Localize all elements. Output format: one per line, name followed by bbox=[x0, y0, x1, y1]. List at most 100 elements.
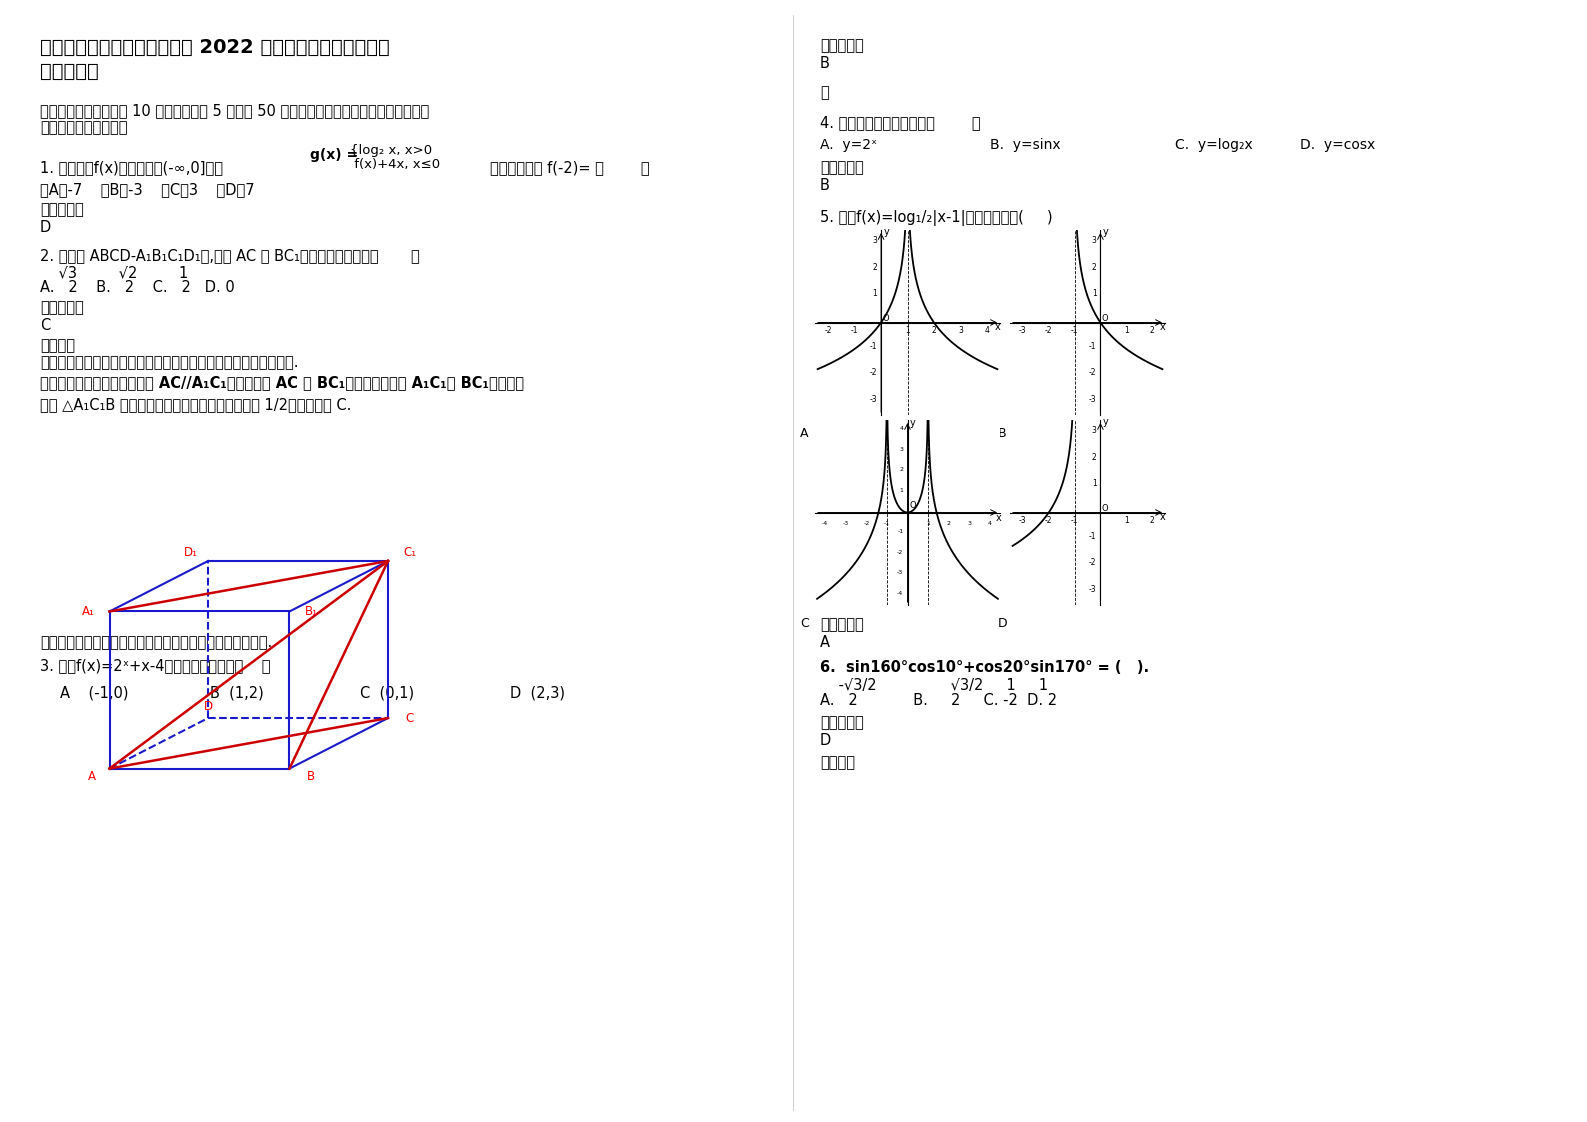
Text: A: A bbox=[89, 771, 97, 783]
Text: x: x bbox=[997, 513, 1001, 523]
Text: 3: 3 bbox=[1092, 237, 1097, 246]
Text: 3. 函数f(x)=2ˣ+x-4的零点所在区间为（    ）: 3. 函数f(x)=2ˣ+x-4的零点所在区间为（ ） bbox=[40, 657, 270, 673]
Text: 2: 2 bbox=[946, 521, 951, 526]
Text: 3: 3 bbox=[873, 237, 878, 246]
Text: A₁: A₁ bbox=[81, 605, 95, 618]
Text: -3: -3 bbox=[870, 395, 878, 404]
Text: 参考答案：: 参考答案： bbox=[820, 715, 863, 730]
Text: 5. 函数f(x)=log₁/₂|x-1|的大致图象是(     ): 5. 函数f(x)=log₁/₂|x-1|的大致图象是( ) bbox=[820, 210, 1052, 226]
Text: 1: 1 bbox=[1124, 327, 1128, 335]
Text: D.  y=cosx: D. y=cosx bbox=[1300, 138, 1376, 151]
Text: A.  y=2ˣ: A. y=2ˣ bbox=[820, 138, 878, 151]
Text: B: B bbox=[306, 771, 314, 783]
Text: -4: -4 bbox=[822, 521, 828, 526]
Text: x: x bbox=[1160, 322, 1165, 332]
Text: y: y bbox=[884, 228, 889, 237]
Text: B.  y=sinx: B. y=sinx bbox=[990, 138, 1060, 151]
Text: 6.  sin160°cos10°+cos20°sin170° = (   ).: 6. sin160°cos10°+cos20°sin170° = ( ). bbox=[820, 660, 1149, 675]
Text: O: O bbox=[909, 502, 916, 511]
Text: B₁: B₁ bbox=[305, 605, 317, 618]
Text: -1: -1 bbox=[884, 521, 890, 526]
Text: D  (2,3): D (2,3) bbox=[509, 686, 565, 700]
Text: A.   2            B.     2     C. -2  D. 2: A. 2 B. 2 C. -2 D. 2 bbox=[820, 693, 1057, 708]
Text: -2: -2 bbox=[1044, 327, 1052, 335]
Text: -1: -1 bbox=[851, 327, 859, 335]
Text: -√3/2                √3/2     1     1: -√3/2 √3/2 1 1 bbox=[820, 678, 1047, 693]
Text: 作出相关图形，通过平行将异面直线所成角转化为共面直线所成角.: 作出相关图形，通过平行将异面直线所成角转化为共面直线所成角. bbox=[40, 355, 298, 370]
Text: C₁: C₁ bbox=[403, 546, 416, 559]
Text: D: D bbox=[998, 617, 1008, 631]
Text: 由于 △A₁C₁B 为等边三角形，于是所成角余弦值为 1/2，故答案选 C.: 由于 △A₁C₁B 为等边三角形，于是所成角余弦值为 1/2，故答案选 C. bbox=[40, 397, 351, 412]
Text: O: O bbox=[882, 314, 889, 323]
Text: f(x)+4x, x≤0: f(x)+4x, x≤0 bbox=[351, 158, 440, 171]
Text: 【详解】作出相关图形，由于 AC//A₁C₁，所以直线 AC 与 BC₁所成角即为直线 A₁C₁与 BC₁所成角，: 【详解】作出相关图形，由于 AC//A₁C₁，所以直线 AC 与 BC₁所成角即… bbox=[40, 375, 524, 390]
Text: B: B bbox=[998, 427, 1006, 440]
Text: -1: -1 bbox=[1071, 327, 1078, 335]
Text: x: x bbox=[1160, 513, 1165, 523]
Text: 2: 2 bbox=[1092, 263, 1097, 272]
Text: -3: -3 bbox=[1019, 327, 1027, 335]
Text: -2: -2 bbox=[825, 327, 832, 335]
Text: y: y bbox=[1103, 228, 1109, 237]
Text: 1: 1 bbox=[1092, 289, 1097, 298]
Text: -1: -1 bbox=[1071, 516, 1078, 525]
Text: 2: 2 bbox=[1149, 327, 1154, 335]
Text: 参考答案：: 参考答案： bbox=[820, 617, 863, 632]
Text: 2: 2 bbox=[932, 327, 936, 335]
Text: -2: -2 bbox=[863, 521, 870, 526]
Text: 1: 1 bbox=[905, 327, 909, 335]
Text: -1: -1 bbox=[897, 530, 903, 534]
Text: A.   2    B.   2    C.   2   D. 0: A. 2 B. 2 C. 2 D. 0 bbox=[40, 280, 235, 295]
Text: -2: -2 bbox=[897, 550, 903, 554]
Text: A: A bbox=[800, 427, 809, 440]
Text: -1: -1 bbox=[1089, 532, 1097, 541]
Text: 1: 1 bbox=[927, 521, 930, 526]
Text: 参考答案：: 参考答案： bbox=[40, 300, 84, 315]
Text: 1: 1 bbox=[1124, 516, 1128, 525]
Text: y: y bbox=[1103, 417, 1109, 427]
Text: -3: -3 bbox=[1089, 395, 1097, 404]
Text: （A）-7    （B）-3    （C）3    （D）7: （A）-7 （B）-3 （C）3 （D）7 bbox=[40, 182, 254, 197]
Text: 1: 1 bbox=[1092, 479, 1097, 488]
Text: 3: 3 bbox=[900, 447, 903, 452]
Text: -1: -1 bbox=[1089, 342, 1097, 351]
Text: D: D bbox=[203, 700, 213, 714]
Text: -2: -2 bbox=[1089, 368, 1097, 377]
Text: y: y bbox=[909, 419, 916, 429]
Text: A: A bbox=[820, 635, 830, 650]
Text: 1. 已知函数f(x)的定义域为(-∞,0]，若: 1. 已知函数f(x)的定义域为(-∞,0]，若 bbox=[40, 160, 224, 175]
Text: B: B bbox=[820, 56, 830, 71]
Text: 1: 1 bbox=[900, 488, 903, 493]
Text: 2: 2 bbox=[900, 468, 903, 472]
Text: O: O bbox=[1101, 504, 1108, 513]
Text: 是一个符合题目要求的: 是一个符合题目要求的 bbox=[40, 120, 127, 135]
Text: O: O bbox=[1101, 314, 1108, 323]
Text: C: C bbox=[405, 711, 414, 725]
Text: 略: 略 bbox=[820, 85, 828, 100]
Text: 参考答案：: 参考答案： bbox=[820, 38, 863, 53]
Text: 4: 4 bbox=[987, 521, 992, 526]
Text: 4: 4 bbox=[900, 426, 903, 431]
Text: D: D bbox=[40, 220, 51, 234]
Text: A    (-1,0): A (-1,0) bbox=[60, 686, 129, 700]
Text: 3: 3 bbox=[1092, 426, 1097, 435]
Text: 2. 正方体 ABCD-A₁B₁C₁D₁中,直线 AC 与 BC₁所成角的余弦值为（       ）: 2. 正方体 ABCD-A₁B₁C₁D₁中,直线 AC 与 BC₁所成角的余弦值… bbox=[40, 248, 419, 263]
Text: C: C bbox=[800, 617, 809, 631]
Text: C.  y=log₂x: C. y=log₂x bbox=[1174, 138, 1252, 151]
Text: -2: -2 bbox=[1044, 516, 1052, 525]
Text: -3: -3 bbox=[897, 570, 903, 576]
Text: 参考答案：: 参考答案： bbox=[40, 202, 84, 217]
Text: 1: 1 bbox=[873, 289, 878, 298]
Text: 【分析】: 【分析】 bbox=[40, 338, 75, 353]
Text: √3         √2         1: √3 √2 1 bbox=[40, 265, 189, 280]
Text: -1: -1 bbox=[870, 342, 878, 351]
Text: C: C bbox=[40, 318, 51, 333]
Text: B: B bbox=[820, 178, 830, 193]
Text: 3: 3 bbox=[959, 327, 963, 335]
Text: 一、选择题：本大题共 10 小题，每小题 5 分，共 50 分。在每小题给出的四个选项中，只有: 一、选择题：本大题共 10 小题，每小题 5 分，共 50 分。在每小题给出的四… bbox=[40, 103, 428, 118]
Text: 4: 4 bbox=[984, 327, 989, 335]
Text: -3: -3 bbox=[843, 521, 849, 526]
Text: 2: 2 bbox=[1092, 452, 1097, 461]
Text: g(x) =: g(x) = bbox=[309, 148, 359, 162]
Text: 3: 3 bbox=[966, 521, 971, 526]
